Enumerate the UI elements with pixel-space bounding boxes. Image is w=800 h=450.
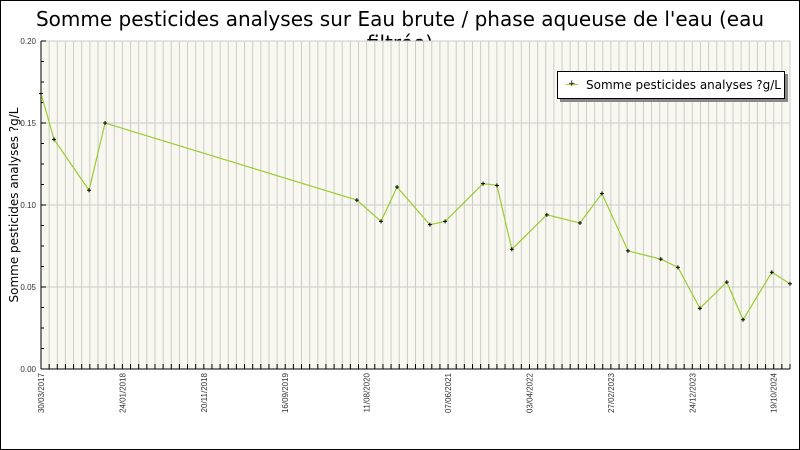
legend: Somme pesticides analyses ?g/L bbox=[557, 71, 785, 99]
legend-marker-icon bbox=[566, 71, 578, 97]
data-point bbox=[481, 181, 486, 186]
x-tick-label: 24/12/2023 bbox=[688, 372, 697, 413]
y-tick-label: 0.05 bbox=[20, 283, 36, 292]
x-tick-label: 19/10/2024 bbox=[770, 372, 779, 413]
data-point bbox=[788, 281, 792, 286]
x-tick-label: 24/01/2018 bbox=[118, 372, 127, 413]
y-axis-label: Somme pesticides analyses ?g/L bbox=[7, 107, 21, 302]
data-point bbox=[675, 265, 680, 270]
data-point bbox=[544, 212, 549, 217]
x-tick-label: 20/11/2018 bbox=[200, 372, 209, 412]
data-point bbox=[103, 121, 108, 125]
data-point bbox=[395, 184, 400, 189]
data-point bbox=[769, 270, 774, 275]
data-point bbox=[658, 257, 663, 262]
y-tick-label: 0.15 bbox=[20, 119, 36, 128]
data-point bbox=[697, 306, 702, 311]
x-tick-label: 07/06/2021 bbox=[444, 372, 453, 413]
legend-label: Somme pesticides analyses ?g/L bbox=[586, 78, 781, 92]
data-point bbox=[427, 222, 432, 227]
data-point bbox=[379, 219, 384, 224]
x-tick-label: 11/08/2020 bbox=[363, 372, 372, 412]
x-tick-label: 03/04/2022 bbox=[525, 372, 534, 413]
data-point bbox=[577, 221, 582, 226]
y-tick-label: 0.00 bbox=[20, 365, 36, 374]
data-point bbox=[509, 247, 514, 252]
data-point bbox=[52, 137, 57, 142]
data-point bbox=[741, 317, 746, 322]
y-tick-label: 0.10 bbox=[20, 201, 36, 210]
data-point bbox=[599, 191, 604, 196]
x-tick-label: 30/03/2017 bbox=[37, 372, 46, 413]
data-point bbox=[724, 280, 729, 285]
data-point bbox=[443, 219, 448, 224]
data-point bbox=[39, 91, 43, 96]
y-tick-label: 0.20 bbox=[20, 37, 36, 46]
x-tick-label: 16/09/2019 bbox=[281, 372, 290, 413]
data-point bbox=[625, 248, 630, 253]
data-point bbox=[494, 183, 499, 188]
data-point bbox=[87, 188, 92, 193]
x-tick-label: 27/02/2023 bbox=[607, 372, 616, 413]
data-point bbox=[354, 198, 359, 203]
